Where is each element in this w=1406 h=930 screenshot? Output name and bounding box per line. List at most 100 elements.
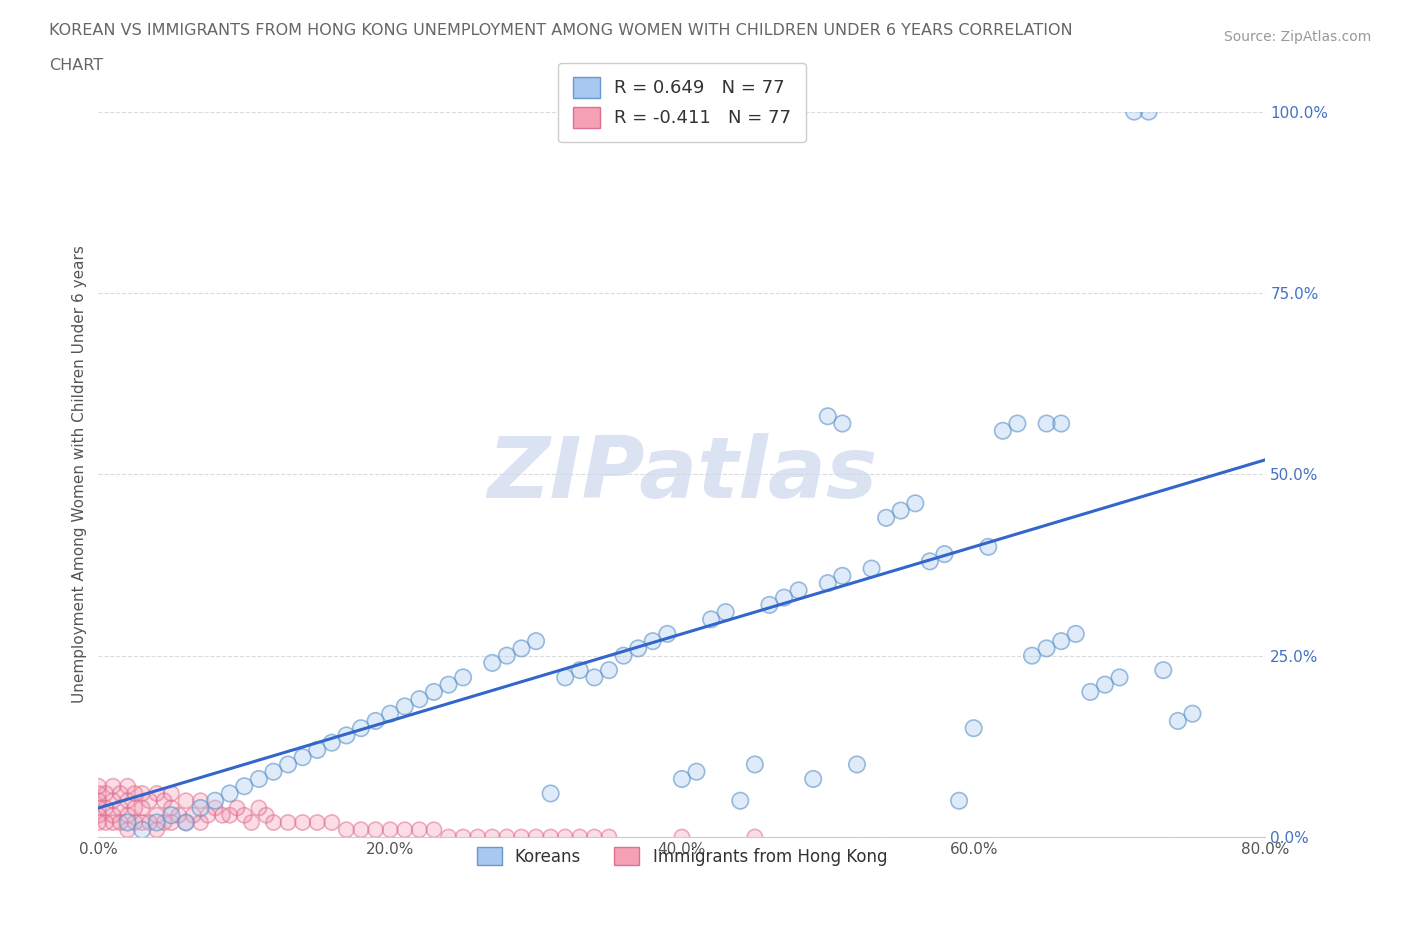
Point xyxy=(247,772,270,787)
Point xyxy=(394,822,416,837)
Point xyxy=(1064,627,1087,642)
Point xyxy=(510,641,533,656)
Point xyxy=(554,670,576,684)
Point xyxy=(977,539,1000,554)
Point xyxy=(153,815,176,830)
Point xyxy=(510,641,533,656)
Point xyxy=(641,633,664,648)
Point xyxy=(226,801,249,816)
Point xyxy=(167,808,190,823)
Point xyxy=(510,830,533,844)
Point xyxy=(744,757,766,772)
Point xyxy=(335,822,357,837)
Point xyxy=(160,815,183,830)
Point xyxy=(350,721,373,736)
Point xyxy=(277,757,299,772)
Point xyxy=(831,568,853,583)
Text: CHART: CHART xyxy=(49,58,103,73)
Point xyxy=(467,830,489,844)
Point xyxy=(890,503,912,518)
Point xyxy=(1108,670,1130,684)
Point xyxy=(146,815,169,830)
Point xyxy=(714,604,737,619)
Point xyxy=(160,815,183,830)
Point xyxy=(598,830,620,844)
Point xyxy=(146,808,169,823)
Point xyxy=(1035,641,1057,656)
Point xyxy=(174,815,197,830)
Point xyxy=(408,822,430,837)
Point xyxy=(817,576,839,591)
Point xyxy=(437,830,460,844)
Point xyxy=(364,822,387,837)
Point xyxy=(1123,104,1146,119)
Point xyxy=(277,757,299,772)
Point xyxy=(218,808,240,823)
Point xyxy=(568,830,591,844)
Point xyxy=(190,815,212,830)
Point xyxy=(700,612,723,627)
Point xyxy=(124,801,146,816)
Point xyxy=(1137,104,1160,119)
Point xyxy=(190,793,212,808)
Point xyxy=(138,815,160,830)
Point xyxy=(153,793,176,808)
Point xyxy=(160,808,183,823)
Point xyxy=(364,822,387,837)
Point xyxy=(437,830,460,844)
Point xyxy=(94,815,117,830)
Point xyxy=(110,801,132,816)
Point xyxy=(423,684,446,699)
Point xyxy=(101,778,124,793)
Point xyxy=(94,786,117,801)
Point xyxy=(568,830,591,844)
Point xyxy=(262,815,284,830)
Point xyxy=(380,822,402,837)
Point xyxy=(218,786,240,801)
Text: ZIPatlas: ZIPatlas xyxy=(486,432,877,516)
Point xyxy=(1007,416,1029,431)
Point xyxy=(190,801,212,816)
Point xyxy=(262,764,284,779)
Point xyxy=(174,815,197,830)
Point xyxy=(335,728,357,743)
Point xyxy=(110,786,132,801)
Point xyxy=(350,822,373,837)
Point xyxy=(730,793,752,808)
Point xyxy=(671,830,693,844)
Point xyxy=(160,786,183,801)
Point xyxy=(408,692,430,707)
Point xyxy=(700,612,723,627)
Point xyxy=(254,808,277,823)
Point xyxy=(211,808,233,823)
Point xyxy=(218,786,240,801)
Point xyxy=(496,830,519,844)
Point xyxy=(977,539,1000,554)
Point xyxy=(831,416,853,431)
Point xyxy=(153,815,176,830)
Point xyxy=(1152,663,1174,678)
Point xyxy=(87,793,110,808)
Point xyxy=(744,830,766,844)
Point xyxy=(87,793,110,808)
Point xyxy=(94,786,117,801)
Point xyxy=(146,815,169,830)
Point xyxy=(875,511,897,525)
Point xyxy=(1094,677,1116,692)
Point xyxy=(423,822,446,837)
Point xyxy=(291,815,314,830)
Point xyxy=(307,742,329,757)
Point xyxy=(247,801,270,816)
Point xyxy=(831,568,853,583)
Point xyxy=(875,511,897,525)
Point xyxy=(87,808,110,823)
Point xyxy=(254,808,277,823)
Point xyxy=(291,750,314,764)
Point xyxy=(291,815,314,830)
Point xyxy=(451,830,474,844)
Point xyxy=(554,830,576,844)
Point xyxy=(350,822,373,837)
Point xyxy=(117,808,139,823)
Y-axis label: Unemployment Among Women with Children Under 6 years: Unemployment Among Women with Children U… xyxy=(72,246,87,703)
Point xyxy=(991,423,1014,438)
